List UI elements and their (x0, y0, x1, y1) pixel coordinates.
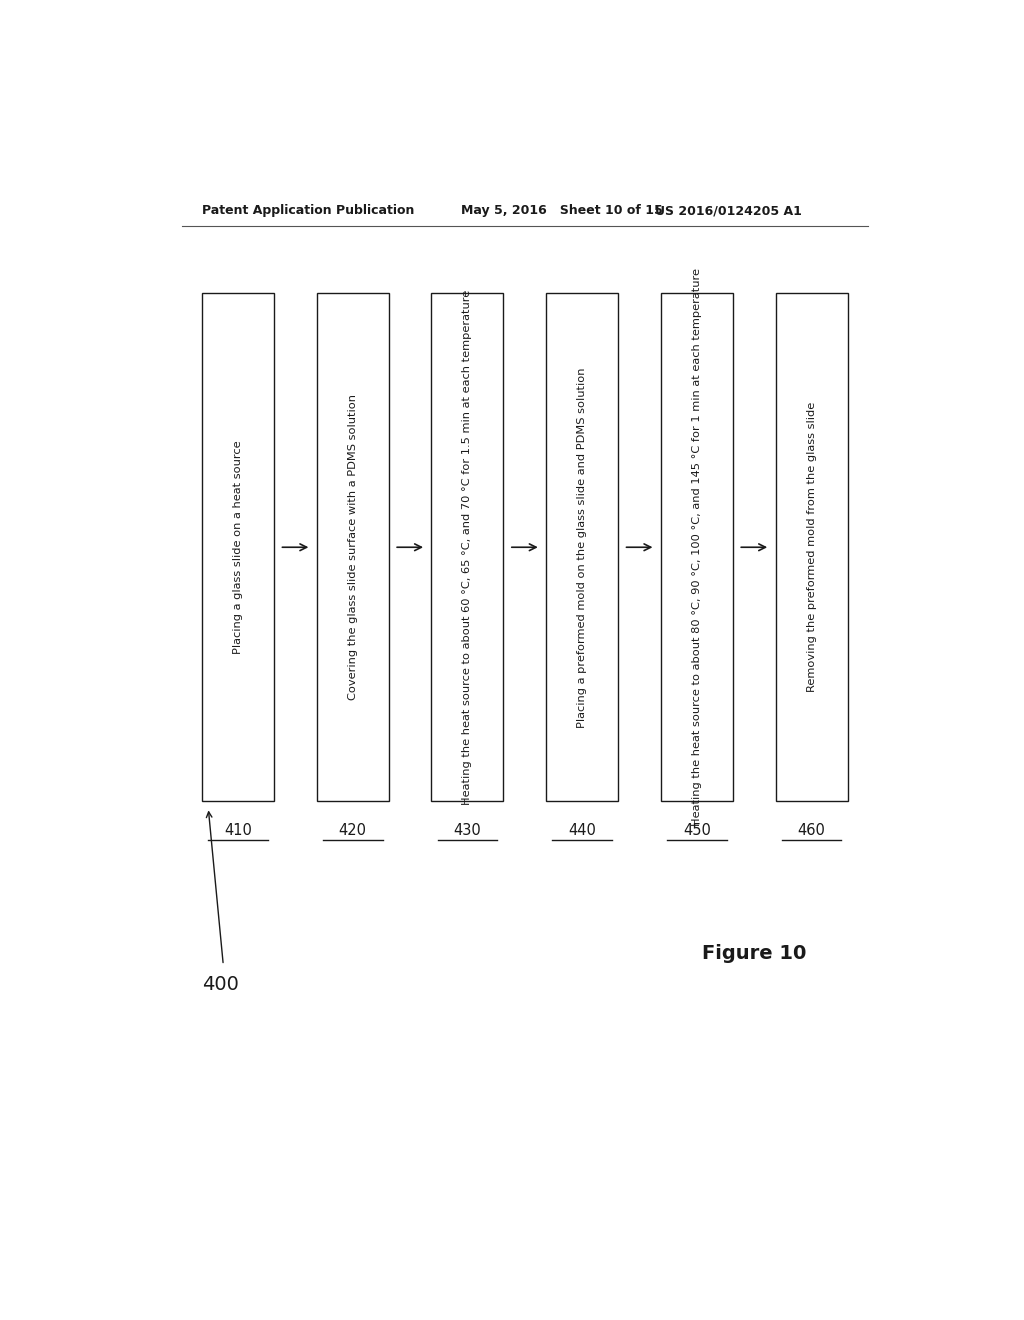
Text: 440: 440 (568, 822, 596, 838)
Bar (775, 293, 848, 801)
Text: Heating the heat source to about 80 °C, 90 °C, 100 °C, and 145 °C for 1 min at e: Heating the heat source to about 80 °C, … (692, 268, 701, 826)
Text: May 5, 2016   Sheet 10 of 15: May 5, 2016 Sheet 10 of 15 (461, 205, 663, 218)
Text: 430: 430 (454, 822, 481, 838)
Text: Patent Application Publication: Patent Application Publication (202, 205, 414, 218)
Text: Placing a preformed mold on the glass slide and PDMS solution: Placing a preformed mold on the glass sl… (578, 367, 587, 727)
Text: US 2016/0124205 A1: US 2016/0124205 A1 (655, 205, 802, 218)
Bar (202, 293, 274, 801)
Text: 450: 450 (683, 822, 711, 838)
Bar (316, 293, 389, 801)
Text: Placing a glass slide on a heat source: Placing a glass slide on a heat source (233, 441, 243, 655)
Text: Covering the glass slide surface with a PDMS solution: Covering the glass slide surface with a … (348, 395, 357, 700)
Bar (660, 293, 733, 801)
Text: 460: 460 (798, 822, 825, 838)
Text: Removing the preformed mold from the glass slide: Removing the preformed mold from the gla… (807, 403, 816, 693)
Text: 410: 410 (224, 822, 252, 838)
Bar (546, 293, 618, 801)
Text: 420: 420 (339, 822, 367, 838)
Bar (431, 293, 504, 801)
Text: 400: 400 (202, 974, 239, 994)
Text: Heating the heat source to about 60 °C, 65 °C, and 70 °C for 1.5 min at each tem: Heating the heat source to about 60 °C, … (463, 289, 472, 805)
Text: Figure 10: Figure 10 (701, 944, 806, 962)
